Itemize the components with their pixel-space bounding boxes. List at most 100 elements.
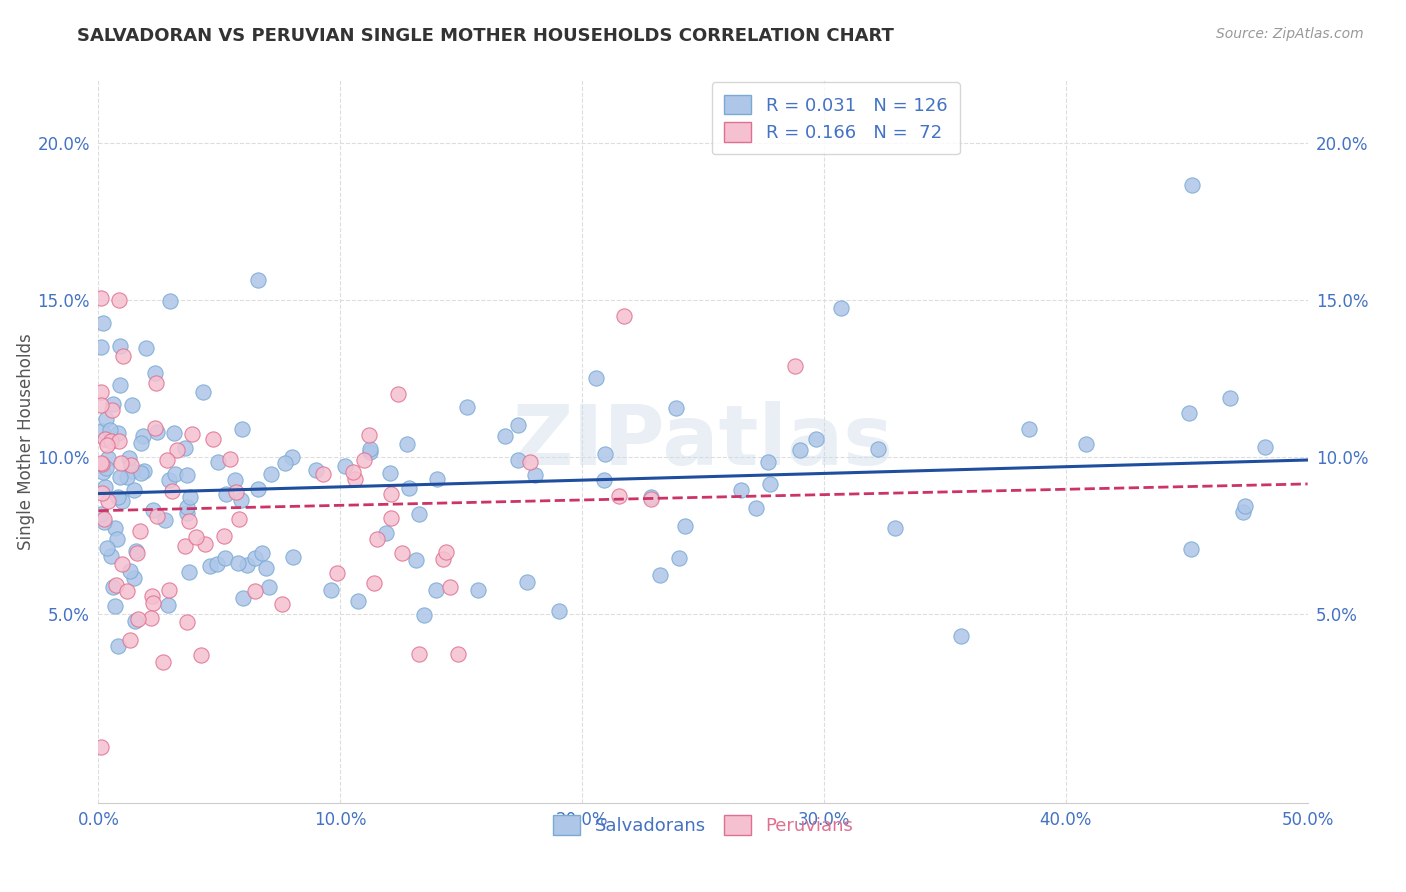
Point bbox=[100, 549, 122, 564]
Point bbox=[506, 417, 529, 432]
Point bbox=[176, 500, 198, 514]
Point bbox=[176, 467, 198, 482]
Point bbox=[153, 513, 176, 527]
Point bbox=[90, 384, 112, 399]
Point bbox=[273, 457, 295, 471]
Point bbox=[110, 493, 132, 508]
Point bbox=[758, 477, 780, 491]
Point bbox=[281, 549, 304, 564]
Point bbox=[176, 506, 198, 520]
Point bbox=[97, 450, 120, 465]
Point bbox=[97, 493, 120, 508]
Point bbox=[143, 421, 166, 435]
Point bbox=[312, 467, 335, 481]
Point bbox=[108, 377, 131, 392]
Point bbox=[173, 539, 195, 553]
Point bbox=[375, 525, 398, 540]
Point bbox=[90, 457, 112, 471]
Point bbox=[405, 553, 427, 567]
Point bbox=[91, 316, 114, 330]
Point bbox=[516, 574, 538, 589]
Point bbox=[163, 467, 186, 481]
Point bbox=[214, 551, 236, 566]
Point bbox=[174, 442, 197, 456]
Point bbox=[110, 456, 132, 470]
Point bbox=[224, 474, 246, 488]
Point bbox=[135, 341, 157, 355]
Point bbox=[101, 403, 124, 417]
Point bbox=[668, 550, 690, 565]
Point bbox=[326, 566, 349, 580]
Point bbox=[260, 467, 283, 481]
Point bbox=[396, 437, 419, 451]
Point bbox=[830, 301, 852, 316]
Point bbox=[215, 486, 238, 500]
Point bbox=[585, 370, 607, 384]
Point bbox=[225, 484, 247, 499]
Point bbox=[884, 521, 907, 535]
Point bbox=[152, 655, 174, 669]
Point bbox=[212, 529, 235, 543]
Point bbox=[357, 428, 380, 442]
Point bbox=[359, 445, 381, 459]
Point bbox=[228, 512, 250, 526]
Point bbox=[607, 489, 630, 503]
Point bbox=[131, 466, 153, 480]
Point bbox=[506, 452, 529, 467]
Point bbox=[305, 463, 328, 477]
Point bbox=[90, 291, 112, 305]
Point bbox=[145, 376, 167, 390]
Point bbox=[179, 490, 201, 504]
Point bbox=[90, 398, 112, 412]
Point bbox=[1018, 422, 1040, 436]
Point bbox=[181, 426, 204, 441]
Point bbox=[104, 521, 127, 535]
Point bbox=[524, 468, 547, 483]
Text: SALVADORAN VS PERUVIAN SINGLE MOTHER HOUSEHOLDS CORRELATION CHART: SALVADORAN VS PERUVIAN SINGLE MOTHER HOU… bbox=[77, 27, 894, 45]
Point bbox=[494, 429, 516, 443]
Point bbox=[98, 423, 121, 437]
Point bbox=[380, 511, 402, 525]
Point bbox=[1254, 440, 1277, 454]
Point bbox=[90, 739, 112, 754]
Point bbox=[783, 359, 806, 373]
Point bbox=[177, 565, 200, 579]
Point bbox=[1233, 499, 1256, 513]
Point bbox=[131, 428, 153, 442]
Text: ZIPatlas: ZIPatlas bbox=[513, 401, 893, 482]
Point bbox=[353, 452, 375, 467]
Point bbox=[205, 557, 228, 571]
Text: Source: ZipAtlas.com: Source: ZipAtlas.com bbox=[1216, 27, 1364, 41]
Point bbox=[363, 576, 385, 591]
Point bbox=[231, 422, 253, 436]
Point bbox=[745, 501, 768, 516]
Point bbox=[107, 639, 129, 653]
Point bbox=[127, 611, 149, 625]
Point bbox=[804, 432, 827, 446]
Point bbox=[665, 401, 688, 416]
Point bbox=[139, 611, 162, 625]
Point bbox=[107, 490, 129, 504]
Point bbox=[408, 647, 430, 661]
Point bbox=[101, 580, 124, 594]
Point bbox=[387, 387, 409, 401]
Point bbox=[280, 450, 302, 464]
Point bbox=[111, 349, 134, 363]
Point bbox=[593, 473, 616, 487]
Point bbox=[868, 442, 890, 457]
Point bbox=[120, 458, 142, 472]
Point bbox=[346, 594, 368, 608]
Point bbox=[94, 480, 117, 494]
Point bbox=[166, 442, 188, 457]
Point bbox=[447, 648, 470, 662]
Point bbox=[129, 436, 152, 450]
Point bbox=[359, 442, 381, 457]
Point bbox=[100, 434, 122, 448]
Point bbox=[243, 583, 266, 598]
Point bbox=[94, 461, 117, 475]
Point bbox=[124, 614, 146, 628]
Point bbox=[378, 466, 401, 480]
Point bbox=[232, 591, 254, 605]
Point bbox=[207, 455, 229, 469]
Point bbox=[96, 438, 118, 452]
